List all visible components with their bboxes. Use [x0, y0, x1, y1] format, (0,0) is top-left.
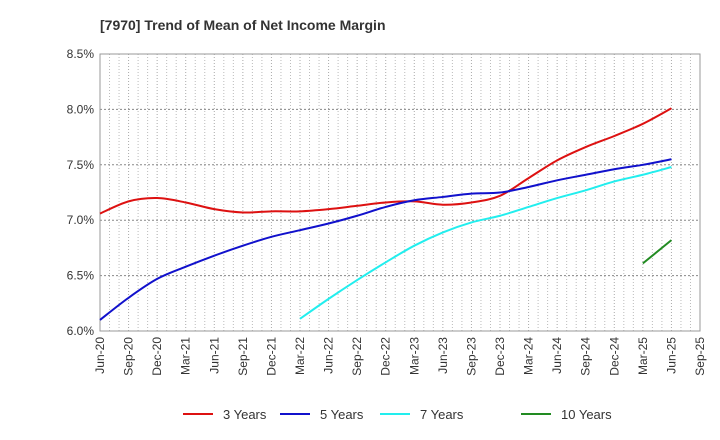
x-tick-label: Mar-25 — [636, 337, 650, 375]
x-axis: Jun-20 Sep-20 Dec-20 Mar-21 Jun-21 Sep-21 Dec-… — [93, 337, 707, 376]
chart-title: [7970] Trend of Mean of Net Income Margi… — [100, 17, 386, 33]
legend: 3 Years 5 Years 7 Years 10 Years — [183, 407, 612, 422]
series-line-5-years — [99, 158, 672, 321]
x-tick-label: Sep-20 — [122, 337, 136, 376]
x-tick-label: Dec-24 — [607, 337, 621, 376]
x-tick-label: Mar-23 — [407, 337, 421, 375]
y-tick-label: 7.5% — [67, 158, 95, 172]
x-tick-label: Sep-21 — [236, 337, 250, 376]
x-tick-label: Mar-24 — [522, 337, 536, 375]
x-tick-label: Mar-21 — [179, 337, 193, 375]
plot-area — [99, 53, 701, 332]
y-axis: 6.0% 6.5% 7.0% 7.5% 8.0% 8.5% — [67, 47, 95, 338]
series-line-10-years — [642, 239, 673, 265]
x-tick-label: Dec-23 — [493, 337, 507, 376]
legend-label-5-years: 5 Years — [320, 407, 364, 422]
x-tick-label: Jun-21 — [207, 337, 221, 374]
x-tick-label: Sep-23 — [464, 337, 478, 376]
x-tick-label: Jun-22 — [322, 337, 336, 374]
series-line-3-years — [99, 107, 672, 215]
y-tick-label: 8.0% — [67, 102, 95, 116]
legend-label-7-years: 7 Years — [420, 407, 464, 422]
series-line-7-years — [299, 166, 672, 320]
x-tick-label: Jun-25 — [664, 337, 678, 374]
x-tick-label: Jun-20 — [93, 337, 107, 374]
x-tick-label: Dec-22 — [379, 337, 393, 376]
legend-label-3-years: 3 Years — [223, 407, 267, 422]
x-tick-label: Sep-24 — [579, 337, 593, 376]
x-tick-label: Sep-22 — [350, 337, 364, 376]
x-tick-label: Mar-22 — [293, 337, 307, 375]
grid — [100, 54, 700, 331]
y-tick-label: 7.0% — [67, 213, 95, 227]
x-tick-label: Sep-25 — [693, 337, 707, 376]
x-tick-label: Dec-20 — [150, 337, 164, 376]
x-tick-label: Jun-24 — [550, 337, 564, 374]
legend-label-10-years: 10 Years — [561, 407, 612, 422]
y-tick-label: 8.5% — [67, 47, 95, 61]
x-tick-label: Dec-21 — [264, 337, 278, 376]
y-tick-label: 6.0% — [67, 324, 95, 338]
y-tick-label: 6.5% — [67, 269, 95, 283]
series-lines — [99, 107, 673, 321]
x-tick-label: Jun-23 — [436, 337, 450, 374]
